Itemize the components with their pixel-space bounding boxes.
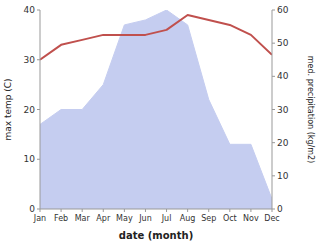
y-tick-label: 10 [24,154,36,164]
y2-tick-label: 20 [277,138,289,148]
y-tick-label: 40 [24,5,36,15]
x-tick-label: Oct [223,214,237,223]
y2-tick-label: 60 [277,5,289,15]
x-tick [145,209,146,212]
y2-tick [272,175,275,176]
y-tick [37,10,40,11]
x-tick [166,209,167,212]
x-tick-label: May [116,214,133,223]
y2-tick [272,109,275,110]
x-tick-label: Jul [161,214,172,223]
x-tick-label: Nov [243,214,259,223]
y2-tick-label: 40 [277,71,289,81]
x-tick [61,209,62,212]
plot-data [40,10,272,209]
y-tick-label: 0 [29,204,35,214]
precip-area [40,10,272,209]
chart: 0 10 20 30 40 0 10 20 30 40 50 60 Jan Feb Mar Apr May Jun… [0,0,318,247]
y-tick [37,159,40,160]
x-tick [124,209,125,212]
x-tick [103,209,104,212]
y2-tick [272,142,275,143]
y-axis-label: max temp (C) [3,78,13,140]
y2-tick-label: 0 [277,204,283,214]
y2-tick [272,43,275,44]
y2-tick [272,10,275,11]
x-tick-label: Sep [201,214,216,223]
x-tick [272,209,273,212]
x-tick [208,209,209,212]
y2-tick-label: 50 [277,38,289,48]
x-tick [229,209,230,212]
y-tick-label: 30 [24,55,36,65]
x-tick [82,209,83,212]
x-tick-label: Jan [33,214,46,223]
x-tick-label: Feb [54,214,68,223]
y2-tick [272,76,275,77]
x-tick-label: Aug [180,214,196,223]
x-tick-label: Dec [264,214,279,223]
y-tick-label: 20 [24,105,36,115]
y2-tick-label: 10 [277,171,289,181]
y2-tick-label: 30 [277,105,289,115]
x-tick [40,209,41,212]
x-tick-label: Jun [138,214,152,223]
x-tick [250,209,251,212]
temp-line [40,15,272,60]
x-tick-label: Mar [75,214,91,223]
y2-axis-label: med. precipitation (kg/m2) [306,56,315,163]
y-tick [37,59,40,60]
x-tick [187,209,188,212]
x-tick-label: Apr [96,214,111,223]
y-tick [37,109,40,110]
x-axis-label: date (month) [119,230,193,241]
x-axis-line [40,209,272,210]
